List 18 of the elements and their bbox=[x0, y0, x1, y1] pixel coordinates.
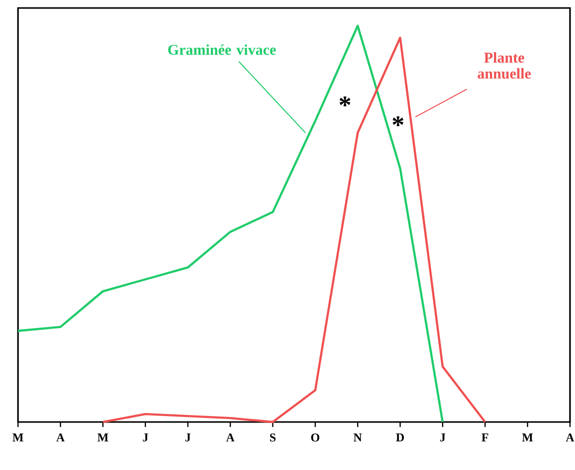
text: Plante annuelle bbox=[478, 52, 531, 79]
x-tick-label: J bbox=[185, 434, 191, 442]
x-tick-label: S bbox=[270, 434, 276, 442]
x-tick-label: D bbox=[396, 434, 404, 442]
x-tick-label: A bbox=[566, 434, 574, 442]
x-tick-label: A bbox=[56, 434, 65, 442]
x-tick-label: F bbox=[482, 434, 488, 442]
annotation: * bbox=[340, 96, 350, 106]
x-tick-label: M bbox=[97, 434, 108, 442]
x-tick-label: N bbox=[354, 434, 362, 442]
x-tick-label: J bbox=[440, 434, 446, 442]
x-tick-label: A bbox=[226, 434, 235, 442]
text: Graminée vivace bbox=[168, 44, 276, 55]
x-tick-label: M bbox=[12, 434, 24, 442]
x-tick-label: M bbox=[522, 434, 533, 442]
x-tick-label: J bbox=[142, 434, 148, 442]
annotation: * bbox=[392, 116, 404, 126]
x-tick-label: O bbox=[311, 434, 320, 442]
